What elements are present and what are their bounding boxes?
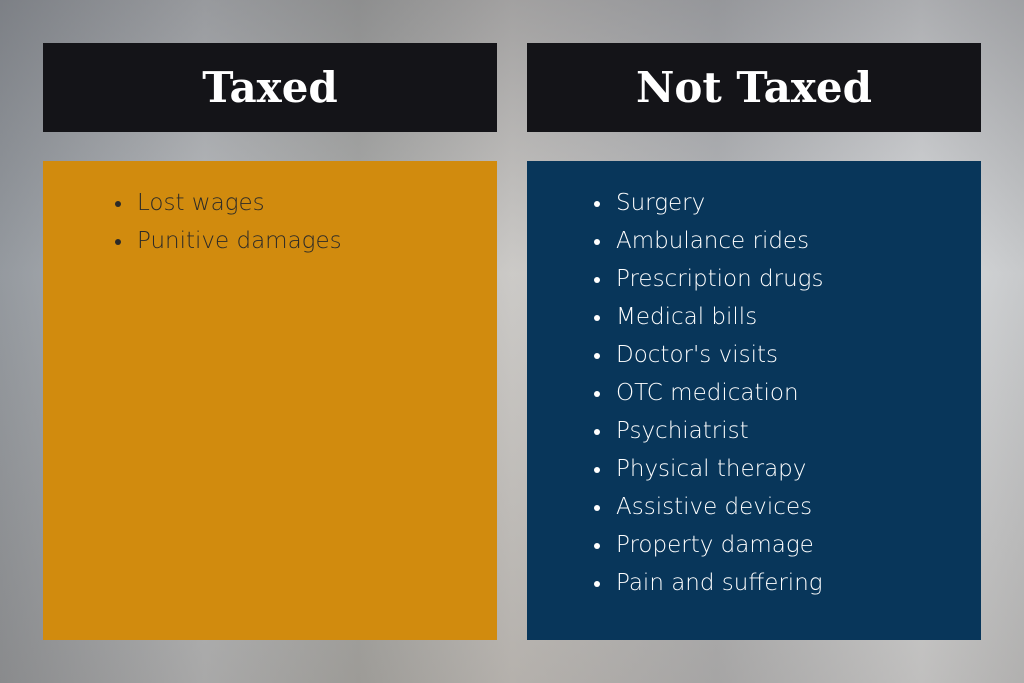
- taxed-list: Lost wages Punitive damages: [115, 184, 342, 260]
- list-item: Assistive devices: [594, 488, 823, 526]
- taxed-header: Taxed: [43, 43, 497, 132]
- taxed-title: Taxed: [202, 63, 338, 112]
- list-item: Punitive damages: [115, 222, 342, 260]
- list-item: Physical therapy: [594, 450, 823, 488]
- list-item: Pain and suffering: [594, 564, 823, 602]
- list-item: Property damage: [594, 526, 823, 564]
- list-item: Medical bills: [594, 298, 823, 336]
- list-item: Doctor's visits: [594, 336, 823, 374]
- not-taxed-panel: Surgery Ambulance rides Prescription drugs…: [527, 161, 981, 640]
- not-taxed-title: Not Taxed: [635, 63, 872, 112]
- list-item: Ambulance rides: [594, 222, 823, 260]
- not-taxed-header: Not Taxed: [527, 43, 981, 132]
- list-item: Prescription drugs: [594, 260, 823, 298]
- list-item: Psychiatrist: [594, 412, 823, 450]
- list-item: Surgery: [594, 184, 823, 222]
- taxed-panel: Lost wages Punitive damages: [43, 161, 497, 640]
- not-taxed-list: Surgery Ambulance rides Prescription drugs…: [594, 184, 823, 602]
- list-item: Lost wages: [115, 184, 342, 222]
- list-item: OTC medication: [594, 374, 823, 412]
